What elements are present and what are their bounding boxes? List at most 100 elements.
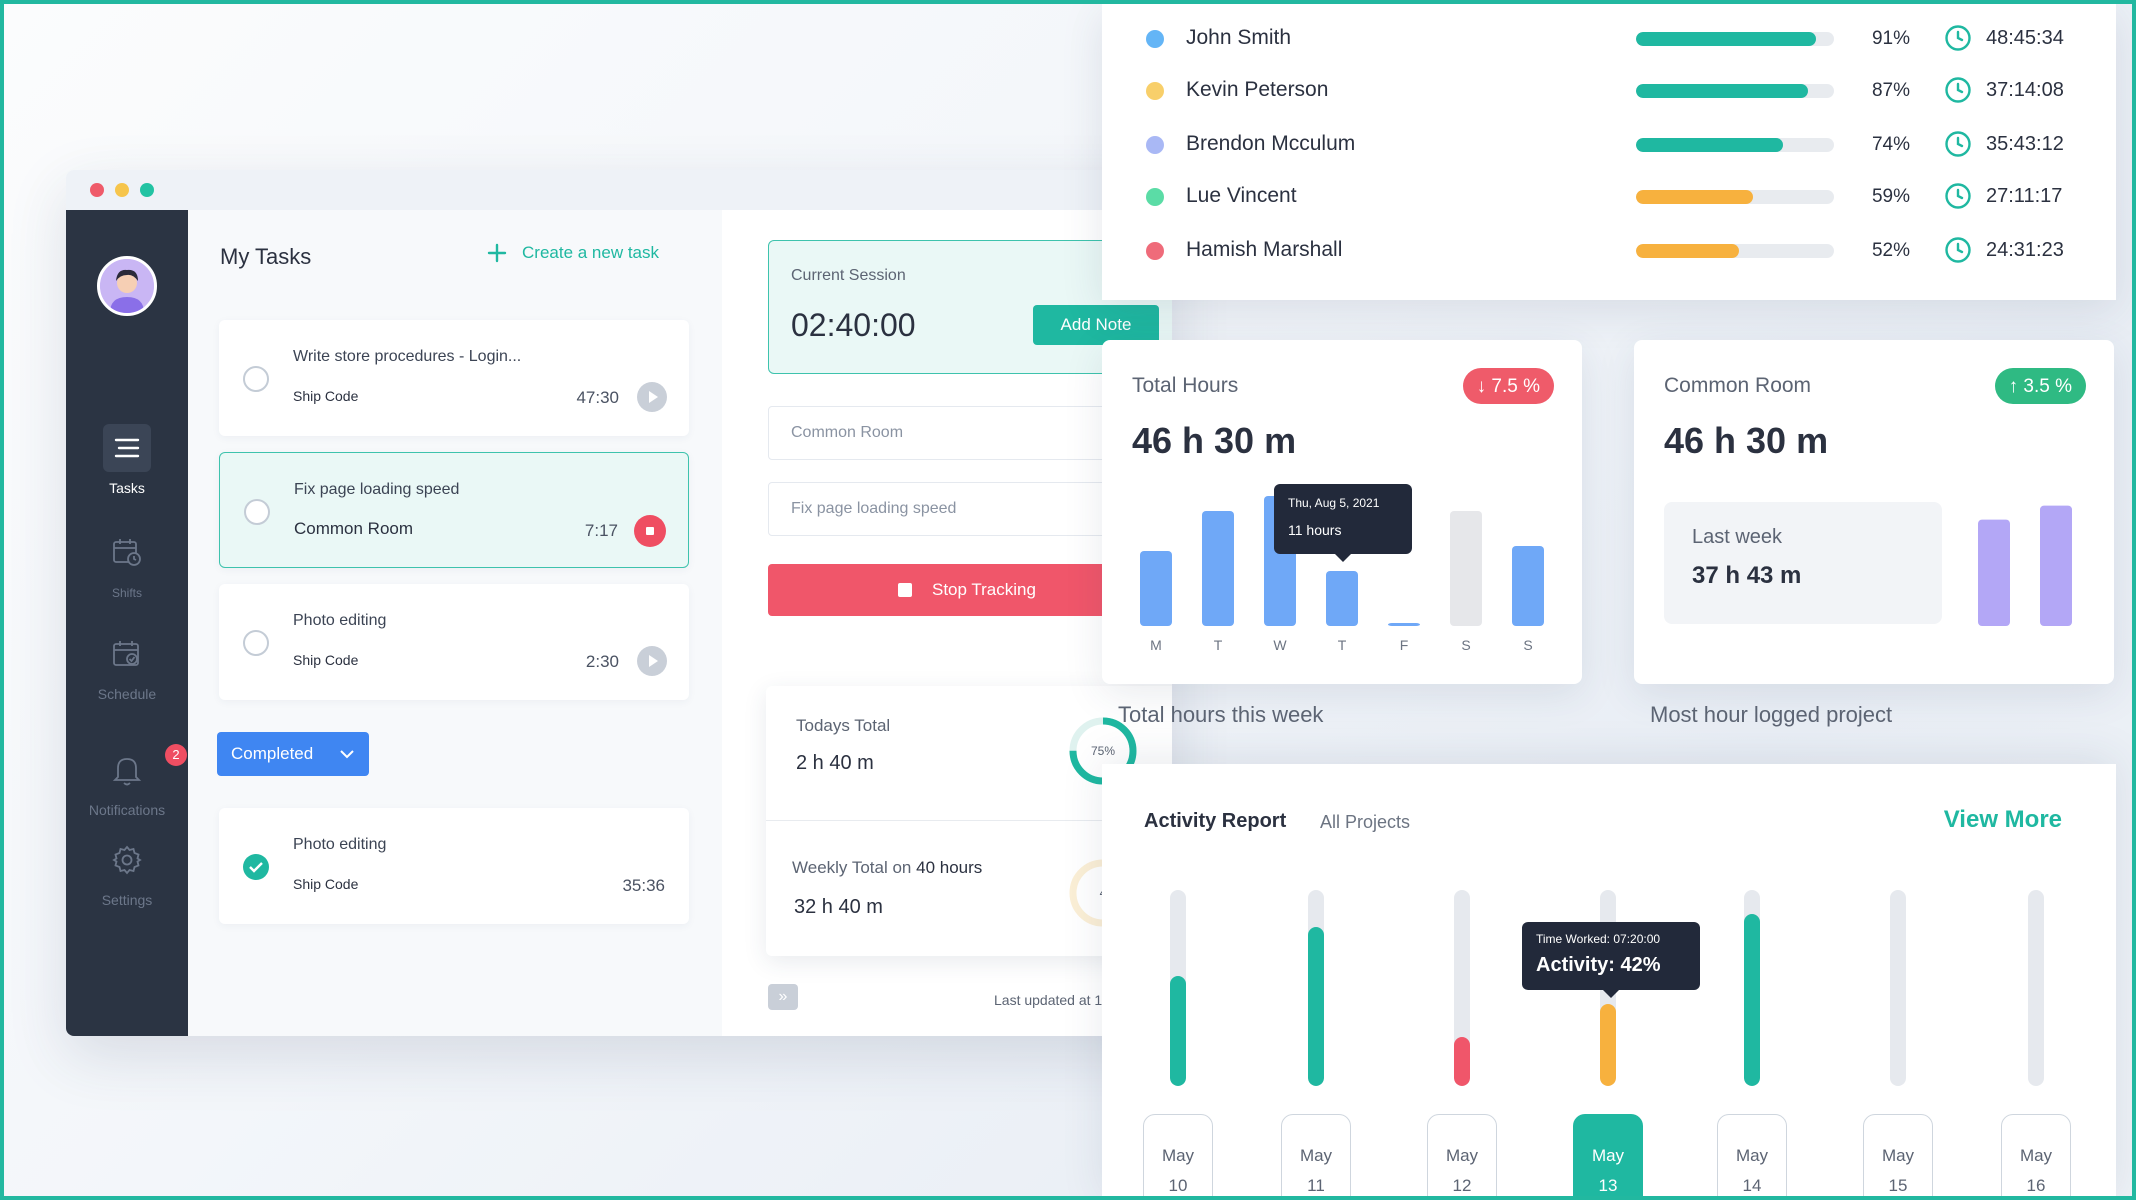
date-chip[interactable]: May 12 [1427, 1114, 1497, 1196]
task-title: Write store procedures - Login... [293, 348, 522, 365]
activity-bar[interactable] [1454, 890, 1470, 1086]
activity-bar[interactable] [1744, 890, 1760, 1086]
sidebar-item-label: Schedule [97, 686, 157, 702]
bar-4[interactable] [1388, 623, 1420, 626]
date-day: 15 [1888, 1176, 1908, 1195]
task-checkbox[interactable] [244, 499, 270, 525]
team-member-row[interactable]: Brendon Mcculum 74% 35:43:12 [1102, 124, 2116, 164]
sidebar-item-schedule[interactable]: Schedule [66, 630, 188, 702]
session-timer: 02:40:00 [791, 307, 916, 343]
user-avatar-icon [100, 259, 154, 313]
completed-filter-dropdown[interactable]: Completed [217, 732, 369, 776]
bar-1[interactable] [1202, 511, 1234, 626]
stop-icon[interactable] [634, 515, 666, 547]
x-tick-label: T [1214, 637, 1223, 653]
weekly-target: 40 hours [916, 858, 983, 877]
maximize-window-dot[interactable] [140, 183, 154, 197]
room-bar-1[interactable] [2040, 505, 2072, 626]
plus-icon [487, 243, 507, 263]
task-title: Photo editing [293, 836, 387, 853]
close-window-dot[interactable] [90, 183, 104, 197]
team-member-row[interactable]: Kevin Peterson 87% 37:14:08 [1102, 70, 2116, 110]
task-card[interactable]: Photo editing Ship Code 2:30 [219, 584, 689, 700]
progress-bar [1636, 190, 1834, 204]
activity-bar[interactable] [1170, 890, 1186, 1086]
bar-5[interactable] [1450, 511, 1482, 626]
member-color-dot [1146, 136, 1164, 154]
sidebar-item-label: Tasks [109, 480, 145, 496]
activity-bar[interactable] [1890, 890, 1906, 1086]
play-icon[interactable] [637, 382, 667, 412]
minimize-window-dot[interactable] [115, 183, 129, 197]
member-color-dot [1146, 30, 1164, 48]
room-bar-0[interactable] [1978, 519, 2010, 626]
member-time: 27:11:17 [1986, 185, 2063, 207]
project-filter-link[interactable]: All Projects [1320, 812, 1411, 832]
date-chip[interactable]: May 13 [1573, 1114, 1643, 1196]
avatar[interactable] [97, 256, 157, 316]
date-day: 11 [1307, 1176, 1325, 1195]
date-month: May [1161, 1146, 1195, 1165]
add-note-button[interactable]: Add Note [1033, 305, 1159, 345]
sidebar-item-settings[interactable]: Settings [66, 836, 188, 908]
progress-fill [1636, 138, 1783, 152]
date-chip[interactable]: May 16 [2001, 1114, 2071, 1196]
date-month: May [1881, 1146, 1915, 1165]
completed-task-card[interactable]: Photo editing Ship Code 35:36 [219, 808, 689, 924]
bar-tooltip: Thu, Aug 5, 2021 11 hours [1274, 484, 1412, 562]
bar-6[interactable] [1512, 546, 1544, 626]
bar-0[interactable] [1140, 551, 1172, 626]
create-task-label: Create a new task [522, 243, 660, 262]
team-member-row[interactable]: Lue Vincent 59% 27:11:17 [1102, 176, 2116, 216]
todays-total-label: Todays Total [796, 716, 891, 735]
sidebar-item-label: Shifts [111, 586, 142, 600]
sidebar-item-shifts[interactable]: Shifts [66, 528, 188, 600]
clock-icon [1945, 131, 1971, 157]
date-day: 13 [1598, 1176, 1618, 1195]
weekly-total-label: Weekly Total on 40 hours [792, 858, 983, 877]
sidebar-item-notifications[interactable]: 2 Notifications [66, 744, 188, 818]
create-task-button[interactable]: Create a new task [486, 242, 659, 264]
date-chip[interactable]: May 11 [1281, 1114, 1351, 1196]
expand-icon[interactable]: » [768, 984, 798, 1010]
task-card[interactable]: Write store procedures - Login... Ship C… [219, 320, 689, 436]
bar-3[interactable] [1326, 571, 1358, 626]
weekly-total-value: 32 h 40 m [794, 896, 883, 918]
x-tick-label: W [1273, 637, 1287, 653]
team-progress-panel: John Smith 91% 48:45:34 Kevin Peterson 87% 37… [1102, 4, 2116, 300]
menu-lines-icon [103, 424, 151, 472]
date-chip[interactable]: May 15 [1863, 1114, 1933, 1196]
gear-icon [103, 836, 151, 884]
clock-icon [1945, 77, 1971, 103]
activity-bar[interactable] [2028, 890, 2044, 1086]
member-color-dot [1146, 188, 1164, 206]
date-month: May [1445, 1146, 1479, 1165]
date-month: May [1735, 1146, 1769, 1165]
member-percent: 91% [1871, 28, 1910, 49]
progress-fill [1636, 244, 1739, 258]
member-color-dot [1146, 242, 1164, 260]
checked-circle-icon[interactable] [243, 854, 269, 880]
task-time: 35:36 [622, 876, 665, 895]
x-tick-label: M [1150, 637, 1162, 653]
team-member-row[interactable]: Hamish Marshall 52% 24:31:23 [1102, 230, 2116, 270]
sidebar-item-tasks[interactable]: Tasks [66, 424, 188, 496]
view-more-link[interactable]: View More [1943, 806, 2062, 833]
progress-fill [1636, 32, 1817, 46]
date-chip[interactable]: May 10 [1143, 1114, 1213, 1196]
last-week-label: Last week [1692, 526, 1783, 548]
member-name: John Smith [1186, 26, 1292, 49]
team-member-row[interactable]: John Smith 91% 48:45:34 [1102, 18, 2116, 58]
play-icon[interactable] [637, 646, 667, 676]
task-checkbox[interactable] [243, 366, 269, 392]
total-hours-value: 46 h 30 m [1132, 420, 1297, 461]
task-checkbox[interactable] [243, 630, 269, 656]
task-card-active[interactable]: Fix page loading speed Common Room 7:17 [219, 452, 689, 568]
date-month: May [1299, 1146, 1333, 1165]
last-week-value: 37 h 43 m [1692, 562, 1802, 589]
activity-bar[interactable] [1308, 890, 1324, 1086]
date-chip[interactable]: May 14 [1717, 1114, 1787, 1196]
divider [766, 820, 1172, 821]
sidebar-item-label: Settings [101, 892, 153, 908]
date-day: 16 [2026, 1176, 2046, 1195]
